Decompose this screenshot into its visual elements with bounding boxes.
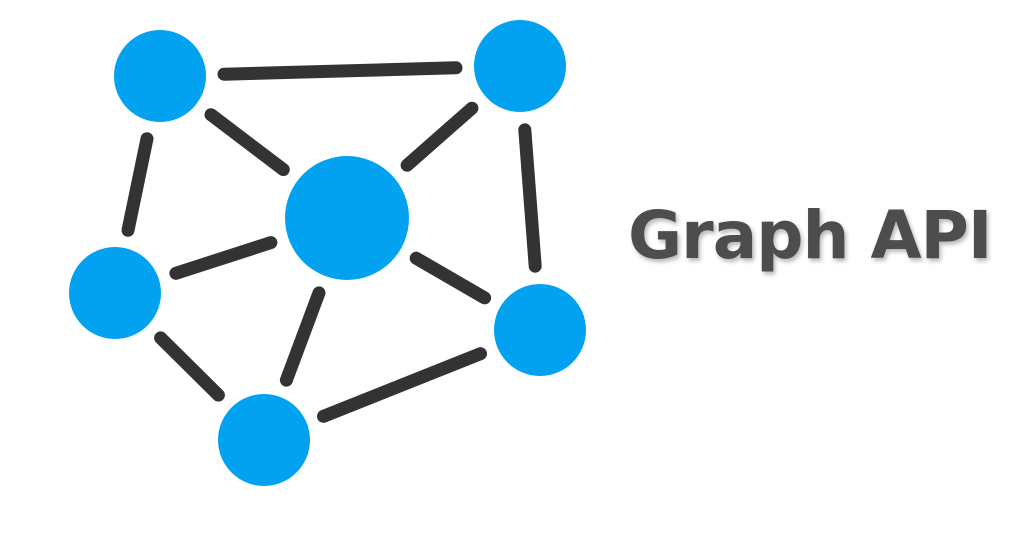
edge-bottom-to-right	[317, 347, 487, 423]
edge-center-to-left	[169, 236, 278, 280]
page-title: Graph API	[628, 197, 992, 274]
edge-top-left-to-top-right	[217, 61, 463, 81]
node-top-right	[474, 20, 566, 112]
node-center	[285, 156, 409, 280]
graph-nodes	[69, 20, 586, 486]
edge-left-to-bottom	[154, 331, 225, 402]
edge-top-right-to-right	[518, 123, 542, 273]
graph-edges	[121, 61, 542, 423]
edge-top-right-to-center	[400, 101, 479, 172]
node-top-left	[114, 30, 206, 122]
node-bottom	[218, 394, 310, 486]
node-right	[494, 284, 586, 376]
node-left	[69, 247, 161, 339]
edge-center-to-right	[409, 251, 492, 305]
edge-center-to-bottom	[279, 286, 326, 387]
edge-top-left-to-left	[121, 132, 154, 237]
edge-top-left-to-center	[204, 108, 290, 177]
